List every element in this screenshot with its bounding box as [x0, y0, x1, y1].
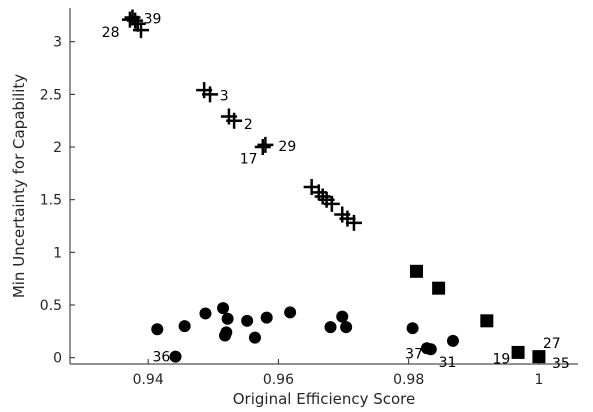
y-tick-label: 2 [53, 140, 62, 156]
square-marker [432, 281, 446, 295]
plus-marker [132, 22, 149, 39]
circle-marker [284, 306, 297, 319]
x-tick-label: 0.98 [393, 372, 424, 388]
circle-marker [178, 320, 191, 333]
y-tick-label: 2.5 [40, 87, 62, 103]
point-label: 29 [278, 139, 296, 155]
point-label: 17 [240, 152, 258, 168]
data-marks [121, 9, 546, 364]
x-axis-label: Original Efficiency Score [233, 390, 416, 408]
point-label: 31 [439, 355, 457, 371]
square-marker [480, 314, 494, 328]
square-marker [532, 350, 546, 364]
circle-marker [424, 343, 437, 356]
square-marker [511, 345, 525, 359]
plus-marker [202, 86, 219, 103]
point-label: 3 [220, 88, 229, 104]
plus-marker [314, 188, 331, 205]
axes: 0.94 0.96 0.98 1 0 0.5 1 1.5 2 2.5 3 [40, 8, 578, 388]
x-tick-label: 0.96 [263, 372, 294, 388]
plus-marker [226, 112, 243, 129]
circle-marker [336, 310, 349, 323]
circle-marker [217, 302, 230, 315]
circle-marker [406, 322, 419, 335]
point-label: 39 [144, 12, 162, 28]
circle-marker [248, 331, 261, 344]
y-tick-label: 0 [53, 351, 62, 367]
circle-marker [241, 314, 254, 327]
circle-marker [446, 334, 459, 347]
plus-marker [323, 195, 340, 212]
plus-marker [127, 12, 144, 29]
y-tick-label: 3 [53, 35, 62, 51]
y-tick-label: 1 [53, 245, 62, 261]
y-tick-label: 0.5 [40, 298, 62, 314]
point-annotations: 39 28 32 29 17 36 37 31 27 19 35 [102, 12, 570, 372]
plus-marker [345, 214, 362, 231]
circle-marker [260, 311, 273, 324]
circle-marker [340, 321, 353, 334]
square-marker [409, 264, 423, 278]
circle-marker [221, 312, 234, 325]
point-label: 37 [405, 346, 423, 362]
point-label: 36 [152, 350, 170, 366]
point-label: 35 [552, 356, 570, 372]
y-axis-label: Min Uncertainty for Capability [10, 74, 28, 298]
point-label: 28 [102, 25, 120, 41]
circle-marker [324, 321, 337, 334]
circle-marker [199, 307, 212, 320]
point-label: 27 [543, 336, 561, 352]
circle-marker [151, 323, 164, 336]
point-label: 2 [244, 117, 253, 133]
y-tick-label: 1.5 [40, 193, 62, 209]
x-tick-label: 1 [534, 372, 543, 388]
point-label: 19 [492, 352, 510, 368]
plus-marker [257, 136, 274, 153]
x-tick-label: 0.94 [133, 372, 164, 388]
circle-marker [220, 326, 233, 339]
circle-marker [169, 350, 182, 363]
plus-marker [254, 139, 271, 156]
